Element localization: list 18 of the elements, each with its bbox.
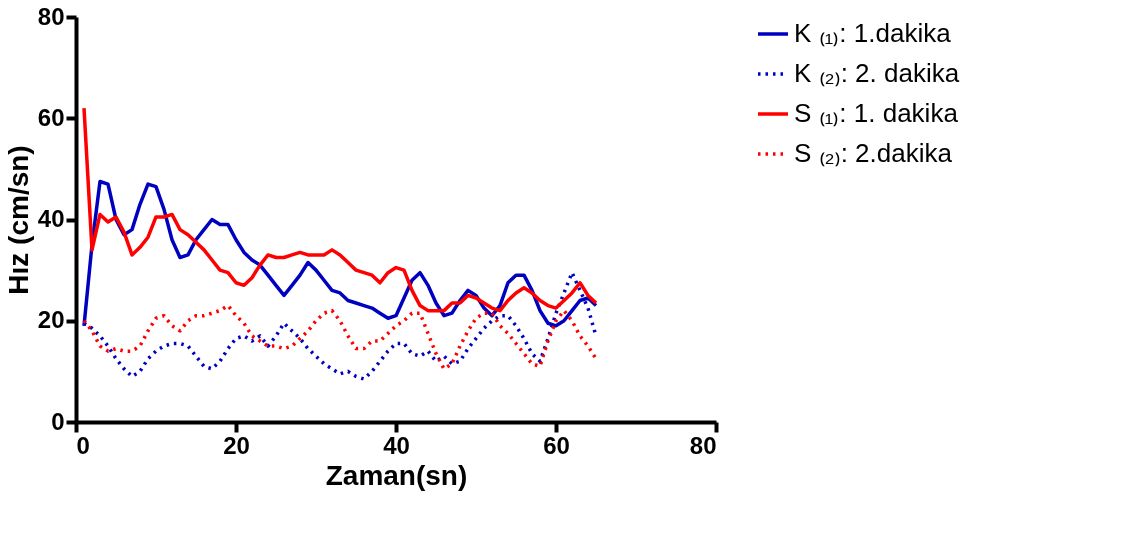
y-tick-label: 20 [37,306,65,334]
x-tick-label: 20 [223,431,250,459]
y-tick-label: 40 [37,205,65,232]
x-tick-label: 0 [76,431,90,459]
line-series [82,106,598,313]
legend-label: K ₍₁₎: 1.dakika [794,18,952,48]
y-axis-title: Hız (cm/sn) [2,145,34,295]
x-tick-label: 40 [383,431,410,459]
legend-label: S ₍₂₎: 2.dakika [794,138,953,168]
y-tick-label: 0 [51,407,65,435]
x-tick-label: 80 [689,431,717,459]
x-axis-title: Zaman(sn) [325,459,468,491]
legend-label: S ₍₁₎: 1. dakika [794,98,959,128]
line-series [82,303,598,371]
y-tick-label: 80 [37,2,65,30]
legend-label: K ₍₂₎: 2. dakika [794,58,960,88]
x-tick-label: 60 [543,431,570,459]
y-tick-label: 60 [37,103,65,131]
